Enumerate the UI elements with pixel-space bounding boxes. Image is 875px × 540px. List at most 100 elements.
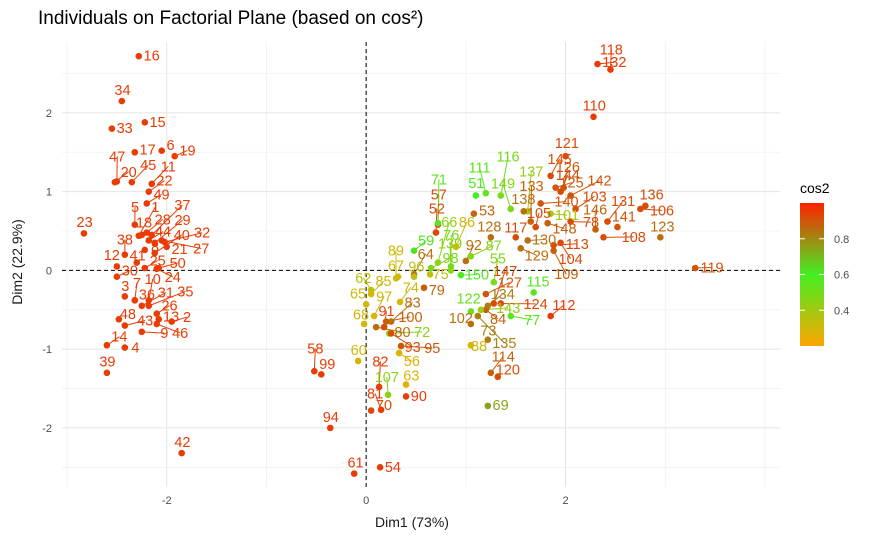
point-68: [360, 320, 368, 328]
point-44: [145, 237, 153, 244]
label-109: 109: [554, 267, 578, 283]
connector-83: [390, 301, 413, 322]
connector-147: [493, 270, 506, 304]
point-10: [145, 297, 153, 304]
label-69: 69: [493, 398, 509, 414]
label-130: 130: [532, 233, 556, 249]
point-92: [462, 257, 470, 265]
point-23: [80, 230, 88, 237]
point-86: [452, 243, 460, 251]
point-14: [103, 341, 111, 349]
point-121: [562, 152, 569, 160]
label-105: 105: [527, 206, 551, 222]
connector-64: [413, 253, 427, 275]
connector-114: [490, 356, 504, 374]
label-122: 122: [456, 292, 480, 308]
label-116: 116: [496, 150, 519, 166]
point-149: [507, 205, 515, 213]
point-6: [158, 147, 166, 154]
point-107: [384, 391, 392, 399]
connector-43: [124, 320, 146, 327]
point-116: [497, 192, 505, 199]
label-9: 9: [160, 326, 168, 342]
point-125: [552, 184, 559, 192]
connector-35: [148, 290, 186, 307]
point-16: [135, 52, 143, 60]
point-114: [487, 369, 495, 377]
label-46: 46: [172, 326, 188, 342]
point-29: [151, 239, 159, 247]
label-135: 135: [492, 336, 516, 352]
label-30: 30: [122, 264, 138, 280]
point-42: [178, 449, 185, 457]
point-11: [148, 180, 156, 188]
label-124: 124: [524, 297, 548, 313]
y-axis-title: Dim2 (22.9%): [9, 219, 25, 305]
label-149: 149: [491, 177, 515, 193]
point-71: [434, 219, 442, 227]
label-1: 1: [151, 200, 159, 216]
point-19: [171, 152, 178, 160]
point-85: [367, 290, 375, 298]
point-58: [310, 367, 318, 375]
label-13: 13: [163, 310, 179, 326]
label-66: 66: [441, 215, 457, 231]
label-68: 68: [353, 307, 369, 323]
point-75: [426, 271, 434, 278]
label-81: 81: [367, 387, 383, 403]
point-138: [520, 208, 528, 215]
legend-tick-label: 0.8: [834, 234, 849, 246]
label-42: 42: [174, 435, 190, 451]
point-77: [507, 312, 515, 320]
label-142: 142: [587, 174, 611, 190]
label-63: 63: [403, 368, 419, 384]
point-87: [467, 252, 475, 260]
label-53: 53: [479, 203, 495, 219]
label-144: 144: [556, 168, 580, 184]
label-74: 74: [403, 280, 419, 296]
label-110: 110: [583, 99, 606, 115]
label-4: 4: [131, 340, 139, 356]
label-31: 31: [158, 286, 174, 302]
point-136: [642, 202, 649, 210]
label-83: 83: [405, 295, 421, 311]
label-60: 60: [351, 343, 367, 359]
point-99: [317, 371, 325, 378]
label-106: 106: [650, 203, 674, 219]
label-6: 6: [167, 138, 175, 154]
point-109: [550, 247, 557, 255]
point-143: [477, 306, 485, 314]
connector-11: [151, 165, 169, 185]
connector-135: [477, 315, 505, 344]
label-11: 11: [161, 159, 176, 175]
connector-82: [378, 361, 381, 387]
label-96: 96: [408, 259, 424, 275]
point-89: [392, 274, 400, 282]
label-125: 125: [559, 176, 583, 192]
label-3: 3: [121, 279, 129, 295]
label-108: 108: [622, 230, 646, 246]
label-90: 90: [411, 389, 427, 405]
connector-131: [607, 200, 624, 222]
point-135: [474, 312, 482, 320]
label-86: 86: [459, 215, 475, 231]
point-4: [121, 344, 129, 351]
connector-111: [479, 167, 487, 194]
label-18: 18: [136, 216, 152, 232]
label-43: 43: [137, 313, 153, 329]
label-118: 118: [600, 43, 623, 59]
connector-127: [485, 282, 511, 295]
point-65: [362, 300, 370, 308]
point-52: [432, 229, 440, 236]
point-66: [434, 259, 442, 266]
label-120: 120: [496, 362, 520, 378]
point-81: [377, 406, 385, 414]
point-103: [572, 205, 579, 213]
label-132: 132: [602, 55, 626, 71]
point-35: [145, 302, 153, 310]
point-5: [131, 221, 139, 229]
point-12: [113, 263, 121, 270]
point-59: [410, 247, 418, 255]
label-22: 22: [156, 174, 172, 190]
label-136: 136: [639, 188, 663, 204]
